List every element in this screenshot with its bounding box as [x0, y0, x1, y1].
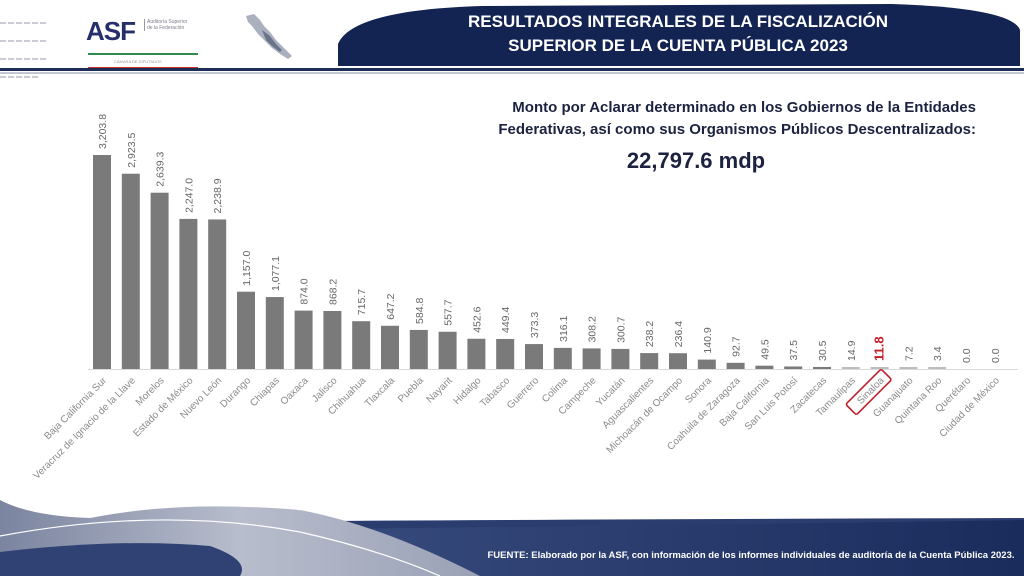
bar — [697, 359, 716, 369]
value-label: 1,077.1 — [270, 256, 282, 291]
bar — [323, 311, 342, 369]
chart-subtitle: Monto por Aclarar determinado en los Gob… — [420, 97, 976, 141]
bar — [870, 367, 889, 369]
bar — [208, 219, 227, 369]
value-label: 7.2 — [903, 346, 915, 361]
value-label: 2,923.5 — [126, 133, 138, 168]
value-label: 3,203.8 — [97, 114, 109, 149]
category-label: Puebla — [396, 375, 426, 405]
category-label: Nayarit — [425, 375, 455, 405]
bar — [121, 173, 140, 369]
asf-logo: ASF Auditoría Superior de la Federación … — [86, 16, 206, 69]
value-label: 3.4 — [932, 346, 944, 361]
value-label: 2,639.3 — [155, 152, 167, 187]
value-label: 37.5 — [788, 340, 800, 361]
bar — [553, 347, 572, 369]
bar — [582, 348, 601, 369]
bar — [726, 362, 745, 369]
bar — [640, 353, 659, 369]
bar — [93, 155, 111, 369]
logo-green-line — [88, 53, 198, 55]
bar — [928, 367, 947, 369]
value-label: 557.7 — [443, 299, 455, 325]
header-divider-light — [0, 72, 1024, 74]
value-label: 300.7 — [615, 316, 627, 342]
bar — [525, 344, 543, 369]
value-label: 1,157.0 — [241, 251, 253, 286]
value-label: 92.7 — [731, 336, 743, 357]
value-label: 238.2 — [644, 321, 656, 347]
value-label: 11.8 — [872, 336, 887, 361]
bar — [467, 338, 486, 369]
subtitle-line-1: Monto por Aclarar determinado en los Gob… — [512, 99, 976, 116]
bar — [669, 353, 687, 369]
value-label: 308.2 — [587, 316, 599, 342]
category-label: Durango — [218, 375, 253, 410]
subtitle-line-2: Federativas, así como sus Organismos Púb… — [498, 121, 976, 138]
bar — [381, 325, 399, 369]
bar — [813, 366, 831, 369]
logo-text: ASF — [86, 16, 136, 46]
category-label: Guerrero — [505, 375, 541, 411]
bar — [237, 291, 255, 369]
source-note: FUENTE: Elaborado por la ASF, con inform… — [487, 550, 1015, 561]
page-title: RESULTADOS INTEGRALES DE LA FISCALIZACIÓ… — [332, 10, 1024, 58]
value-label: 0.0 — [961, 348, 973, 363]
title-banner — [338, 4, 1020, 66]
category-label: Tlaxcala — [363, 375, 397, 409]
category-label: Aguascalientes — [601, 375, 657, 431]
value-label: 647.2 — [385, 293, 397, 319]
bar — [265, 297, 284, 369]
value-label: 449.4 — [500, 307, 512, 333]
bar — [352, 321, 371, 369]
highlight-box — [845, 369, 892, 415]
sinaloa-map-icon — [246, 14, 292, 59]
value-label: 584.8 — [414, 298, 426, 324]
logo-subtitle: Auditoría Superior de la Federación — [144, 19, 191, 31]
bar — [841, 367, 860, 369]
value-label: 715.7 — [356, 289, 368, 315]
value-label: 874.0 — [299, 278, 311, 304]
bar — [150, 192, 169, 369]
bar — [784, 366, 803, 369]
bar — [294, 310, 313, 369]
value-label: 236.4 — [673, 321, 685, 347]
value-label: 14.9 — [846, 340, 858, 361]
title-line-2: SUPERIOR DE LA CUENTA PÚBLICA 2023 — [508, 36, 848, 55]
value-label: 49.5 — [759, 339, 771, 360]
bar — [899, 367, 918, 369]
title-line-1: RESULTADOS INTEGRALES DE LA FISCALIZACIÓ… — [468, 12, 888, 31]
bar — [496, 338, 515, 369]
value-label: 0.0 — [990, 348, 1002, 363]
value-label: 140.9 — [702, 327, 714, 353]
decorative-dots — [0, 16, 62, 78]
category-label: Chiapas — [248, 375, 282, 409]
footer-wave-decoration — [0, 492, 1024, 576]
value-label: 30.5 — [817, 340, 829, 361]
bar — [179, 218, 198, 369]
bar — [438, 331, 457, 369]
bar — [409, 329, 428, 369]
value-label: 2,247.0 — [183, 178, 195, 213]
value-label: 373.3 — [529, 312, 541, 338]
total-amount: 22,797.6 mdp — [626, 148, 766, 173]
bar — [611, 348, 630, 369]
logo-chamber: CÁMARA DE DIPUTADOS — [114, 59, 162, 64]
bar — [755, 365, 774, 369]
value-label: 2,238.9 — [212, 178, 224, 213]
value-label: 316.1 — [558, 315, 570, 341]
header-divider — [0, 68, 1024, 71]
category-label: Oaxaca — [279, 375, 311, 407]
value-label: 452.6 — [471, 306, 483, 332]
value-label: 868.2 — [327, 279, 339, 305]
